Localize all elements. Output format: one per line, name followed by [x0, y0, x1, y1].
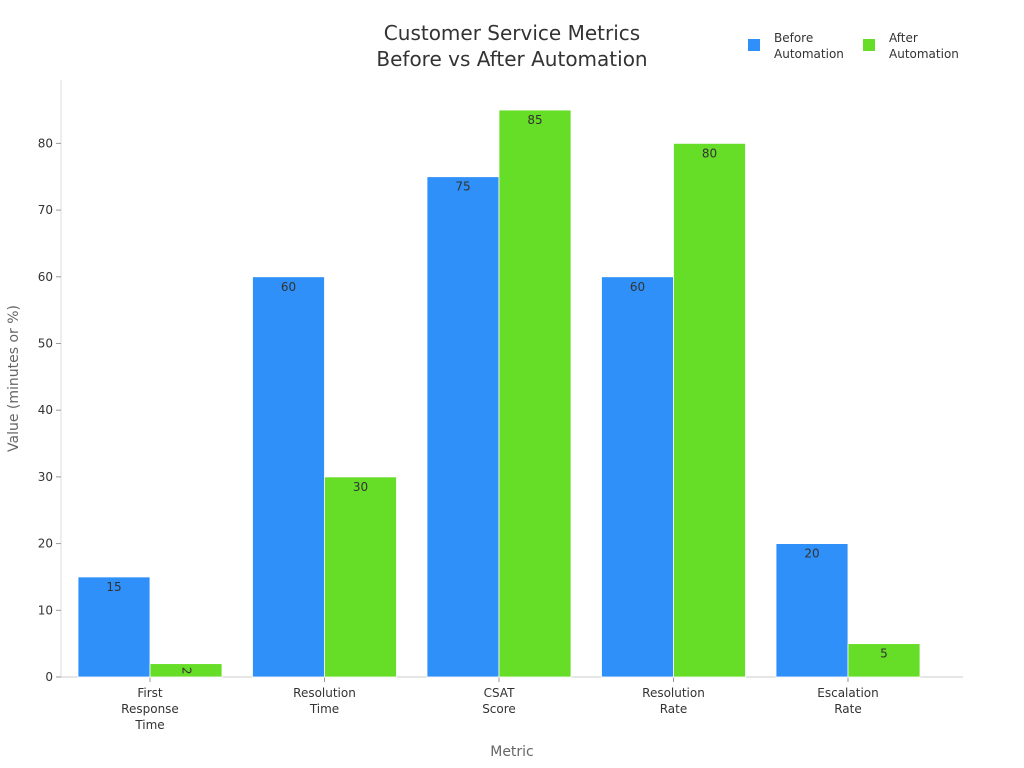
data-label: 60 [630, 280, 645, 294]
legend-label: After Automation [889, 31, 959, 61]
bar [775, 543, 849, 678]
data-label: 75 [455, 180, 470, 194]
bar [426, 176, 500, 678]
data-label: 30 [353, 480, 368, 494]
legend-swatch [863, 39, 875, 51]
bar [498, 109, 572, 678]
data-labels: 15 2 60 30 75 85 60 80 20 5 [106, 113, 887, 674]
data-label: 80 [702, 146, 717, 160]
bar [252, 276, 325, 678]
y-tick-label: 80 [38, 136, 53, 150]
y-tick-label: 0 [45, 670, 53, 684]
x-axis-title: Metric [490, 744, 534, 760]
bar [673, 142, 746, 678]
y-tick-label: 60 [38, 270, 53, 284]
data-label: 2 [180, 667, 194, 675]
y-tick-label: 40 [38, 403, 53, 417]
legend-swatch [748, 39, 760, 51]
chart-title: Customer Service Metrics Before vs After … [376, 21, 647, 71]
bar [149, 663, 223, 678]
bar [324, 476, 397, 678]
legend: Before Automation After Automation [748, 31, 959, 61]
y-tick-label: 10 [38, 603, 53, 617]
x-category-label: CSAT Score [482, 686, 516, 716]
bar [601, 276, 674, 678]
x-category-label: Resolution Rate [642, 686, 705, 716]
data-label: 15 [106, 580, 121, 594]
legend-label: Before Automation [774, 31, 844, 61]
axes: 0 10 20 30 40 50 60 70 80 Value (minutes or %) Met… [6, 80, 963, 760]
data-label: 60 [281, 280, 296, 294]
data-label: 20 [804, 547, 819, 561]
data-label: 85 [527, 113, 542, 127]
y-tick-label: 20 [38, 537, 53, 551]
x-category-label: Escalation Rate [817, 686, 878, 716]
y-axis-title: Value (minutes or %) [6, 305, 22, 452]
y-tick-label: 50 [38, 336, 53, 350]
bars [77, 109, 921, 678]
y-tick-label: 30 [38, 470, 53, 484]
bar [77, 576, 151, 678]
data-label: 5 [880, 647, 888, 661]
bar [847, 643, 921, 678]
chart-title-text: Customer Service Metrics Before vs After … [376, 21, 647, 71]
y-tick-label: 70 [38, 203, 53, 217]
x-category-label: First Response Time [121, 686, 179, 732]
x-category-label: Resolution Time [293, 686, 356, 716]
